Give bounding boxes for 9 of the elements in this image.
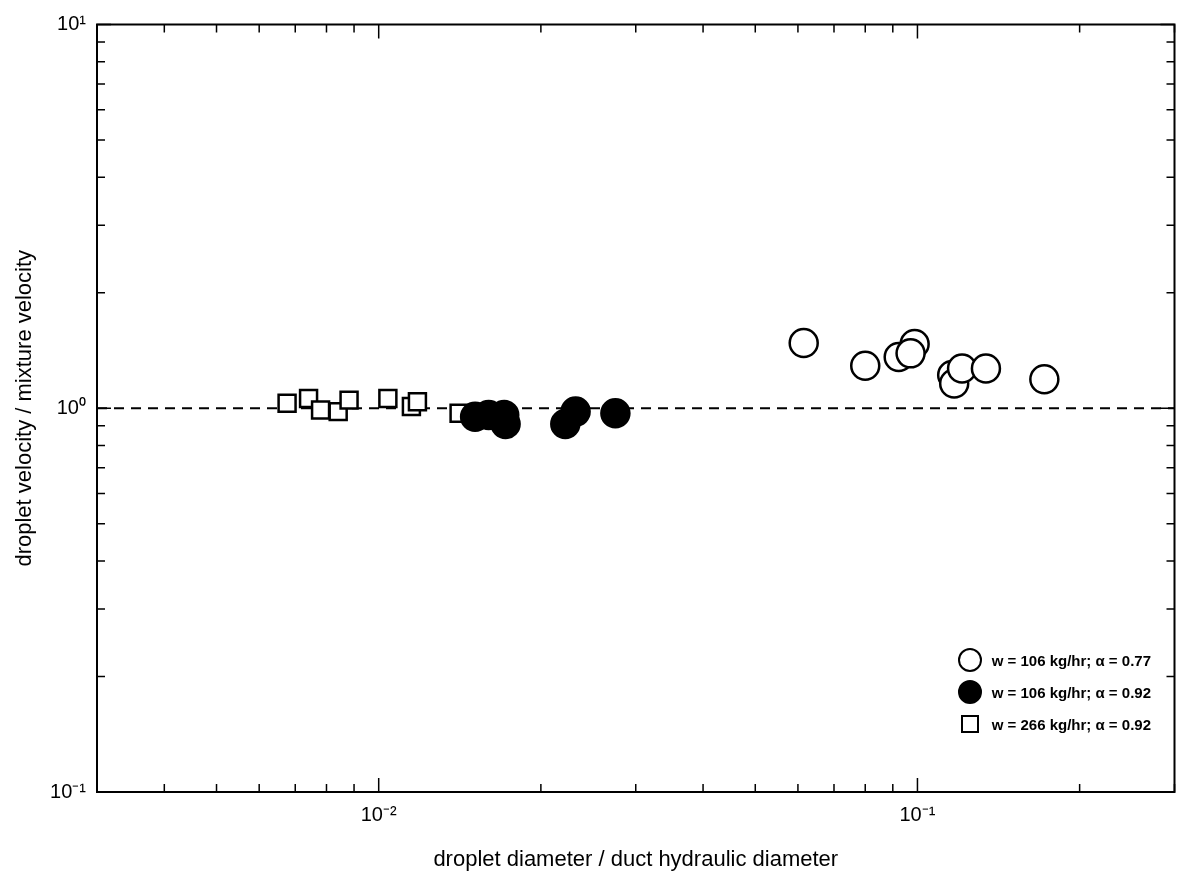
y-tick-label: 10⁰	[56, 395, 86, 418]
y-axis-title: droplet velocity / mixture velocity	[11, 249, 37, 567]
legend-label: w = 106 kg/hr; α = 0.77	[991, 651, 1151, 669]
y-tick-label: 10⁻¹	[50, 779, 87, 802]
x-axis-title: droplet diameter / duct hydraulic diameter	[433, 845, 839, 871]
y-tick-label: 10¹	[57, 12, 87, 35]
legend-label: w = 266 kg/hr; α = 0.92	[991, 715, 1151, 733]
legend-label: w = 106 kg/hr; α = 0.92	[991, 683, 1151, 701]
x-tick-label: 10⁻²	[360, 802, 397, 825]
